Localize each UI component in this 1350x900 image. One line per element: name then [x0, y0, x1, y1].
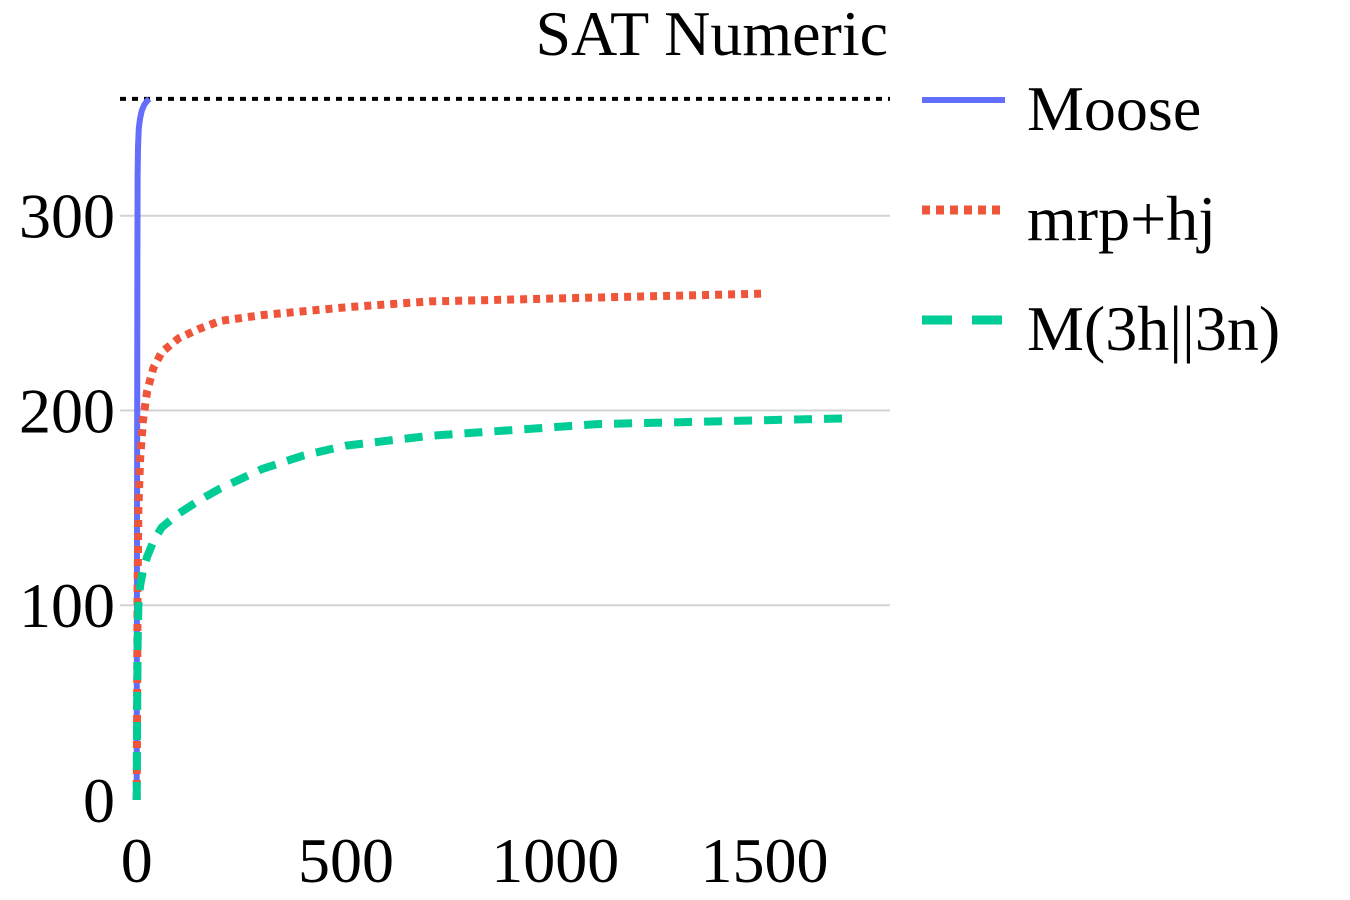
- series-line-1: [133, 96, 152, 801]
- grid-layer: [120, 214, 890, 607]
- y-tick-label: 300: [19, 181, 115, 252]
- legend-label: Moose: [1027, 73, 1201, 144]
- x-tick-label: 1000: [491, 825, 619, 896]
- legend: Moose mrp+hj M(3h||3n): [922, 73, 1280, 364]
- legend-label: mrp+hj: [1027, 183, 1216, 254]
- chart-title: SAT Numeric: [535, 0, 888, 69]
- series-line-2: [132, 289, 765, 801]
- series-layer: [132, 96, 849, 801]
- y-axis: 0 100 200 300: [19, 181, 115, 836]
- x-axis: 0 500 1000 1500: [121, 825, 829, 896]
- y-tick-label: 100: [19, 570, 115, 641]
- legend-label: M(3h||3n): [1027, 293, 1280, 364]
- x-tick-label: 500: [298, 825, 394, 896]
- series-line-3: [132, 414, 849, 801]
- y-tick-label: 0: [83, 765, 115, 836]
- x-tick-label: 0: [121, 825, 153, 896]
- y-tick-label: 200: [19, 375, 115, 446]
- x-tick-label: 1500: [700, 825, 828, 896]
